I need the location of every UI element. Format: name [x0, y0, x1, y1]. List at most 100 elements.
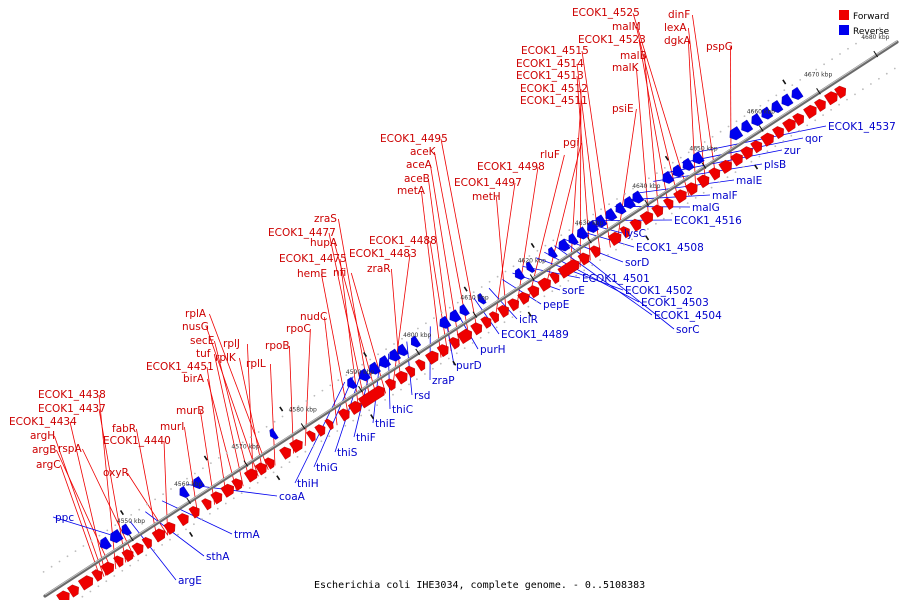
forward-track-dot: [464, 347, 466, 349]
reverse-gene-label: sthA: [206, 551, 230, 563]
forward-gene-7: [122, 549, 133, 562]
forward-gene-3: [78, 576, 93, 591]
reverse-track-dot: [600, 208, 602, 210]
forward-track-dot: [878, 78, 880, 80]
forward-track-dot: [496, 327, 498, 329]
reverse-track-dot: [712, 136, 714, 138]
forward-gene-33: [425, 351, 438, 365]
reverse-track-dot: [560, 234, 562, 236]
forward-gene-label: ECOK1_4523: [578, 34, 646, 46]
reverse-track-dot: [672, 162, 674, 164]
forward-gene-65: [782, 119, 795, 133]
reverse-track-dot: [855, 43, 857, 45]
reverse-gene-4: [180, 486, 190, 498]
forward-gene-48: [590, 246, 601, 258]
kbp-tick-label: 4600 kbp: [403, 332, 431, 339]
reverse-gene-label: coaA: [279, 491, 306, 503]
forward-gene-label: oxyR: [103, 467, 129, 479]
forward-track-dot: [551, 290, 553, 292]
forward-track-dot: [185, 529, 187, 531]
genome-axis-highlight: [45, 41, 897, 595]
forward-track-dot: [273, 472, 275, 474]
reverse-track-dot: [329, 385, 331, 387]
forward-track-dot: [846, 99, 848, 101]
reverse-track-dot: [266, 426, 268, 428]
reverse-track-dot: [194, 473, 196, 475]
forward-gene-label: pspG: [706, 41, 733, 53]
forward-track-dot: [695, 197, 697, 199]
reverse-gene-label: argE: [178, 575, 202, 587]
forward-track-dot: [161, 544, 163, 546]
feature-mark: [755, 165, 758, 169]
reverse-gene-label: ECOK1_4516: [674, 215, 742, 227]
forward-track-dot: [257, 482, 259, 484]
forward-gene-label: ECOK1_4514: [516, 58, 584, 70]
reverse-track-dot: [51, 566, 53, 568]
reverse-track-dot: [656, 172, 658, 174]
forward-gene-label: ECOK1_4512: [520, 83, 588, 95]
forward-track-dot: [376, 404, 378, 406]
reverse-gene-label: thiC: [392, 404, 413, 416]
forward-gene-27: [348, 401, 361, 415]
forward-track-dot: [193, 523, 195, 525]
forward-track-dot: [488, 332, 490, 334]
forward-gene-30: [395, 371, 407, 384]
reverse-track-dot: [847, 48, 849, 50]
reverse-track-dot: [314, 395, 316, 397]
reverse-track-dot: [608, 203, 610, 205]
forward-gene-52: [640, 211, 653, 225]
forward-gene-54: [663, 198, 673, 210]
reverse-track-dot: [568, 229, 570, 231]
forward-track-dot: [575, 275, 577, 277]
reverse-track-dot: [91, 540, 93, 542]
forward-track-dot: [567, 280, 569, 282]
reverse-gene-26: [606, 208, 617, 221]
forward-gene-label: argB: [32, 444, 56, 456]
label-leader-lines: [53, 13, 826, 580]
reverse-track-dot: [775, 95, 777, 97]
forward-gene-label: ECOK1_4497: [454, 177, 522, 189]
forward-track-dot: [838, 104, 840, 106]
forward-leader-line: [441, 139, 478, 334]
forward-track-dot: [121, 570, 123, 572]
reverse-track-dot: [449, 307, 451, 309]
reverse-track-dot: [799, 79, 801, 81]
forward-track-dot: [751, 161, 753, 163]
gene-features: [56, 86, 845, 600]
forward-track-dot: [265, 477, 267, 479]
reverse-gene-label: ECOK1_4502: [625, 285, 693, 297]
forward-gene-label: ECOK1_4515: [521, 45, 589, 57]
feature-mark: [121, 510, 124, 514]
reverse-gene-label: thiF: [356, 432, 376, 444]
reverse-gene-label: zur: [784, 145, 801, 157]
reverse-track-dot: [43, 571, 45, 573]
genome-axis-line: [45, 42, 897, 596]
forward-gene-label: ECOK1_4498: [477, 161, 545, 173]
reverse-track-dot: [106, 530, 108, 532]
reverse-gene-39: [782, 94, 793, 107]
forward-gene-21: [279, 447, 290, 460]
forward-track-dot: [241, 492, 243, 494]
forward-gene-42: [518, 292, 529, 305]
forward-gene-label: ECOK1_4451: [146, 361, 214, 373]
reverse-track-dot: [83, 545, 85, 547]
forward-gene-18: [244, 469, 257, 483]
reverse-track-dot: [337, 379, 339, 381]
reverse-track-dot: [99, 535, 101, 537]
forward-track-dot: [790, 135, 792, 137]
feature-mark: [277, 476, 280, 480]
forward-track-dot: [249, 487, 251, 489]
forward-track-dot: [854, 94, 856, 96]
forward-track-dot: [727, 176, 729, 178]
forward-track-dot: [520, 311, 522, 313]
forward-track-dot: [336, 430, 338, 432]
forward-gene-label: hemE: [297, 268, 327, 280]
forward-gene-label: rplL: [246, 358, 266, 370]
kbp-tick-label: 4550 kbp: [117, 518, 145, 525]
forward-gene-label: rluF: [540, 149, 560, 161]
forward-track-dot: [655, 223, 657, 225]
forward-gene-32: [415, 359, 425, 371]
forward-track-dot: [607, 254, 609, 256]
reverse-gene-label: ECOK1_4489: [501, 329, 569, 341]
forward-track-dot: [559, 285, 561, 287]
